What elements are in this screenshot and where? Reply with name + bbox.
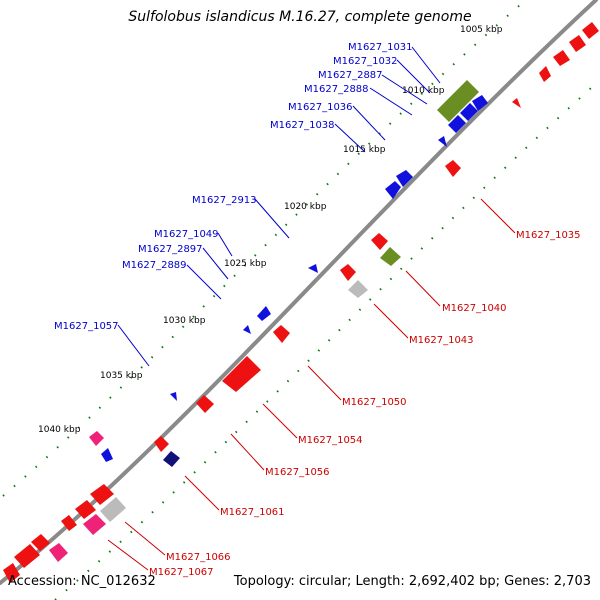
gene-blue-4	[438, 136, 447, 147]
gene-label-M1627_1067: M1627_1067	[149, 567, 214, 578]
gene-label-M1627_1031: M1627_1031	[348, 42, 413, 53]
gene-pink-1	[89, 431, 104, 446]
plus-strand-leaders	[117, 46, 441, 367]
tick-label-1040: 1040 kbp	[38, 425, 81, 435]
gene-red-16	[553, 50, 570, 66]
gene-blue-9	[243, 325, 251, 334]
plus-strand-genes	[89, 80, 488, 462]
gene-label-M1627_1043: M1627_1043	[409, 335, 474, 346]
gene-label-M1627_2913: M1627_2913	[192, 195, 257, 206]
gene-label-M1627_1056: M1627_1056	[265, 467, 330, 478]
tick-label-1015: 1015 kbp	[343, 145, 386, 155]
gene-red-18	[512, 98, 521, 108]
gene-red-11	[14, 544, 40, 568]
gene-red-15	[582, 22, 599, 39]
tick-label-1005: 1005 kbp	[460, 25, 503, 35]
gene-label-M1627_1049: M1627_1049	[154, 229, 219, 240]
gene-red-13	[3, 563, 20, 583]
gene-label-M1627_2897: M1627_2897	[138, 244, 203, 255]
gene-blue-1	[448, 115, 466, 133]
gene-label-M1627_1066: M1627_1066	[166, 552, 231, 563]
gene-label-M1627_1050: M1627_1050	[342, 397, 407, 408]
gene-red-5	[222, 356, 261, 392]
minus-strand-leaders	[107, 198, 516, 571]
gene-blue-3	[472, 95, 488, 111]
gene-label-M1627_1057: M1627_1057	[54, 321, 119, 332]
gene-olive-1	[437, 80, 479, 122]
map-title: Sulfolobus islandicus M.16.27, complete …	[128, 9, 472, 25]
tick-label-1035: 1035 kbp	[100, 371, 143, 381]
genome-backbone	[0, 0, 598, 585]
gene-label-M1627_1054: M1627_1054	[298, 435, 363, 446]
outer-tick-track	[2, 4, 600, 600]
gene-label-M1627_1035: M1627_1035	[516, 230, 581, 241]
gene-pink-3	[49, 543, 68, 562]
gene-label-M1627_1038: M1627_1038	[270, 120, 335, 131]
gene-blue-2	[460, 103, 478, 121]
gene-red-14	[569, 35, 586, 52]
gene-gray-2	[100, 497, 126, 522]
gene-label-M1627_2887: M1627_2887	[318, 70, 383, 81]
tick-label-1010: 1010 kbp	[402, 86, 445, 96]
gene-blue-5	[385, 181, 401, 199]
gene-red-7	[154, 436, 169, 452]
gene-label-M1627_2889: M1627_2889	[122, 260, 187, 271]
gene-red-17	[539, 66, 551, 82]
minus-strand-gene-labels: M1627_1035 M1627_1040 M1627_1043 M1627_1…	[149, 230, 581, 578]
tick-label-1030: 1030 kbp	[163, 316, 206, 326]
gene-olive-2	[380, 247, 401, 266]
gene-label-M1627_1036: M1627_1036	[288, 102, 353, 113]
accession-text: Accession: NC_012632	[8, 574, 156, 589]
gene-red-2	[371, 233, 388, 250]
gene-blue-7	[308, 264, 318, 273]
gene-blue-6	[396, 170, 413, 187]
gene-red-12	[31, 534, 50, 551]
gene-red-3	[340, 264, 356, 281]
gene-blue-11	[101, 448, 113, 462]
gene-red-9	[75, 500, 96, 519]
gene-navy-1	[163, 451, 180, 467]
gene-blue-8	[257, 306, 271, 321]
gene-blue-10	[170, 392, 177, 401]
tick-label-1020: 1020 kbp	[284, 202, 327, 212]
gene-red-10	[61, 515, 77, 531]
gene-label-M1627_1040: M1627_1040	[442, 303, 507, 314]
minus-strand-genes	[3, 22, 599, 583]
gene-red-4	[273, 325, 290, 343]
gene-gray-1	[348, 280, 368, 298]
topology-text: Topology: circular; Length: 2,692,402 bp…	[233, 574, 591, 589]
tick-labels: 1005 kbp 1010 kbp 1015 kbp 1020 kbp 1025…	[38, 25, 503, 435]
gene-pink-2	[83, 514, 106, 535]
tick-label-1025: 1025 kbp	[224, 259, 267, 269]
gene-label-M1627_1032: M1627_1032	[333, 56, 398, 67]
gene-label-M1627_1061: M1627_1061	[220, 507, 285, 518]
gene-red-6	[196, 395, 214, 413]
gene-label-M1627_2888: M1627_2888	[304, 84, 369, 95]
gene-red-1	[445, 160, 461, 177]
gene-red-8	[90, 484, 114, 505]
plus-strand-gene-labels: M1627_1031 M1627_1032 M1627_2887 M1627_2…	[54, 42, 413, 332]
